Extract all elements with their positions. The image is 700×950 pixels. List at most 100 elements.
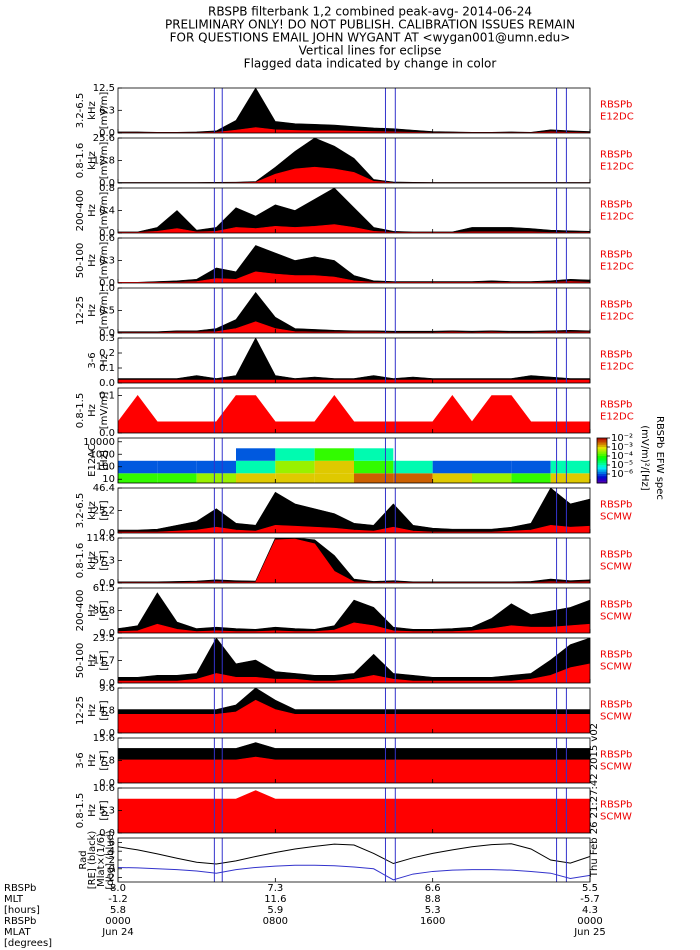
- y-axis-label: [pT]: [99, 600, 110, 620]
- y-tick-label: 30.8: [93, 605, 115, 616]
- series-area: [118, 638, 590, 683]
- y-axis-label: Mlat×(1/6): [96, 833, 107, 887]
- colorbar-label: 10⁻⁴: [611, 451, 633, 462]
- y-tick-label: 12.5: [93, 83, 115, 94]
- colorbar-step: [597, 442, 607, 446]
- spectrogram-cell: [550, 460, 590, 474]
- side-label: SCMW: [600, 562, 632, 573]
- colorbar-label: 10⁻⁵: [611, 460, 633, 471]
- y-tick-label: 12.8: [93, 156, 115, 167]
- y-tick-label: 114.6: [86, 533, 115, 544]
- spectrogram-cell: [354, 460, 394, 474]
- spectrogram-cell: [393, 473, 433, 483]
- spectrogram-cell: [236, 473, 276, 483]
- y-axis-label: 50-100: [75, 643, 86, 678]
- y-tick-label: 0.5: [99, 306, 115, 317]
- y-axis-label: [mV/m]: [99, 142, 110, 180]
- axis-row-value: 0000: [577, 916, 602, 927]
- axis-row-value: 6.6: [425, 883, 441, 894]
- title-line: Flagged data indicated by change in colo…: [244, 57, 497, 71]
- y-tick-label: 0.0: [99, 378, 115, 389]
- spectrogram-cell: [550, 473, 590, 483]
- spectrogram-cell: [314, 460, 354, 474]
- spectrogram-cell: [157, 460, 197, 474]
- panel: [118, 188, 590, 233]
- y-tick-label: 0.3: [99, 256, 115, 267]
- colorbar-step: [597, 474, 607, 477]
- axis-row-value: 0800: [263, 916, 288, 927]
- side-label: RBSPb: [600, 350, 632, 361]
- y-tick-label: 9.6: [99, 683, 115, 694]
- y-axis-label: 0.8-1.6: [75, 143, 86, 178]
- y-tick-label: 0: [109, 864, 115, 875]
- side-label: RBSPb: [600, 700, 632, 711]
- y-axis-label: Hz: [87, 604, 98, 617]
- colorbar-step: [597, 462, 607, 466]
- y-axis-label: [pT]: [99, 500, 110, 520]
- y-tick-label: 0.0: [99, 278, 115, 289]
- axis-row-value: 0000: [105, 916, 130, 927]
- y-axis-label: 0.8-1.6: [75, 543, 86, 578]
- y-tick-label: 0.0: [99, 628, 115, 639]
- y-tick-label: 2: [109, 855, 115, 866]
- y-axis-label: kHz: [87, 151, 98, 170]
- side-label: RBSPb: [600, 300, 632, 311]
- y-tick-label: 15.6: [93, 733, 115, 744]
- y-tick-label: 25.6: [93, 133, 115, 144]
- colorbar-frame: [596, 437, 608, 484]
- panel: [118, 488, 590, 533]
- y-tick-label: 0.0: [99, 128, 115, 139]
- side-label: SCMW: [600, 662, 632, 673]
- timestamp: Thu Feb 26 21:27:42 2015 v02: [589, 723, 600, 878]
- series-area: [118, 271, 590, 283]
- y-axis-label: [mV/m]: [99, 192, 110, 230]
- y-axis-label: Hz: [99, 354, 110, 367]
- panel: [118, 338, 590, 383]
- spectrogram-cell: [196, 460, 236, 474]
- spectrogram-cell: [275, 460, 315, 474]
- spectrogram-cell: [354, 473, 394, 483]
- y-axis-label: kHz: [87, 551, 98, 570]
- spectrogram-cell: [314, 473, 354, 483]
- y-tick-label: 0.0: [99, 828, 115, 839]
- y-axis-label: 50-100: [75, 243, 86, 278]
- series-area: [118, 756, 590, 783]
- y-axis-label: [pT]: [99, 650, 110, 670]
- title-line: PRELIMINARY ONLY! DO NOT PUBLISH. CALIBR…: [165, 18, 575, 32]
- panel: [118, 448, 590, 483]
- axis-row-label: MLT: [4, 894, 24, 905]
- side-label: RBSPb: [600, 400, 632, 411]
- spectrogram-cell: [196, 473, 236, 483]
- side-label: RBSPb: [600, 100, 632, 111]
- y-tick-label: 1.0: [99, 283, 115, 294]
- y-tick-label: 0.2: [99, 348, 115, 359]
- y-axis-label: 3.2-6.5: [75, 493, 86, 528]
- series-area: [118, 138, 590, 183]
- y-tick-label: 0.0: [99, 578, 115, 589]
- y-axis-label: 3.2-6.5: [75, 93, 86, 128]
- side-label: RBSPb: [600, 150, 632, 161]
- side-label: RBSPb: [600, 800, 632, 811]
- title-line: Vertical lines for eclipse: [299, 44, 442, 58]
- side-label: SCMW: [600, 612, 632, 623]
- colorbar-step: [597, 440, 607, 443]
- axis-row-value: -1.2: [108, 894, 128, 905]
- colorbar-step: [597, 471, 607, 475]
- series-area: [118, 224, 590, 233]
- series-area: [118, 292, 590, 333]
- panel: [118, 538, 590, 583]
- panel: [118, 394, 590, 433]
- side-label: E12DC: [600, 262, 634, 273]
- y-tick-label: 0.0: [99, 528, 115, 539]
- plot-frame: [117, 437, 591, 484]
- spectrogram-cell: [472, 460, 512, 474]
- y-tick-label: 23.5: [93, 633, 115, 644]
- y-tick-label: 0.1: [99, 363, 115, 374]
- y-tick-label: 57.3: [93, 556, 115, 567]
- y-tick-label: 0.4: [99, 206, 115, 217]
- y-axis-label: [deg] (blue): [105, 830, 116, 889]
- axis-row-label: [degrees]: [4, 938, 52, 949]
- spectrogram-cell: [236, 460, 276, 474]
- title-line: FOR QUESTIONS EMAIL JOHN WYGANT AT <wyga…: [170, 31, 571, 45]
